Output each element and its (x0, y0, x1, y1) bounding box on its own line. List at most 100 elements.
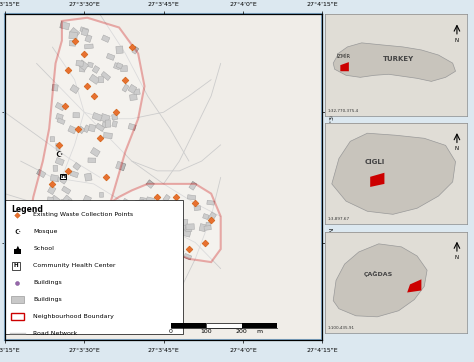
Bar (85, 35, 92, 42)
Bar (61, 198, 70, 206)
Bar (84, 173, 92, 181)
Bar (116, 63, 123, 69)
Bar (189, 181, 197, 190)
Bar (11, 313, 24, 320)
Point (80, 279, 88, 285)
Text: CIGLI: CIGLI (365, 159, 384, 165)
Text: 1:32,770,375.4: 1:32,770,375.4 (328, 109, 359, 113)
Bar (76, 60, 83, 67)
Bar (206, 222, 211, 227)
Bar (12, 262, 19, 270)
Bar (73, 113, 80, 118)
Bar (182, 230, 191, 237)
Bar (135, 199, 145, 207)
Point (154, 194, 161, 200)
Bar (11, 296, 24, 303)
Point (96, 135, 104, 141)
Text: İZMİR: İZMİR (336, 54, 350, 59)
Text: School: School (33, 246, 54, 251)
Text: 100: 100 (201, 329, 212, 334)
Point (74, 126, 82, 131)
Point (42, 223, 50, 229)
Bar (53, 165, 58, 171)
Text: Buildings: Buildings (33, 297, 62, 302)
Bar (137, 216, 147, 226)
Point (64, 168, 72, 174)
Point (112, 109, 119, 115)
Text: 1:3,897.67: 1:3,897.67 (328, 218, 350, 222)
Bar (60, 21, 70, 30)
Bar (87, 211, 95, 216)
Bar (128, 123, 136, 130)
Bar (84, 44, 93, 49)
Bar (146, 197, 155, 205)
Bar (78, 126, 85, 134)
Polygon shape (333, 244, 427, 317)
Point (96, 249, 104, 255)
Text: TURKEY: TURKEY (383, 56, 414, 62)
Point (185, 246, 193, 252)
Bar (52, 176, 60, 182)
Bar (129, 94, 137, 101)
Bar (59, 230, 65, 237)
Text: Legend: Legend (11, 205, 43, 214)
Point (80, 51, 88, 56)
Bar (34, 283, 43, 291)
Point (112, 207, 119, 213)
Text: Existing Waste Collection Points: Existing Waste Collection Points (33, 212, 134, 217)
Bar (73, 163, 81, 171)
Bar (69, 41, 76, 46)
Point (55, 142, 63, 148)
Bar (180, 219, 188, 226)
Text: ▲: ▲ (16, 245, 19, 250)
Bar (116, 205, 124, 212)
Bar (113, 63, 121, 70)
Point (166, 240, 173, 245)
Text: ☪: ☪ (14, 229, 20, 235)
Bar (131, 210, 138, 216)
Point (191, 201, 199, 206)
Bar (64, 243, 69, 248)
Point (71, 38, 78, 43)
Point (208, 217, 215, 223)
Bar (122, 84, 129, 92)
Text: N: N (455, 147, 459, 151)
Bar (47, 186, 56, 195)
Text: 0: 0 (169, 329, 173, 334)
Bar (116, 214, 123, 222)
Bar (57, 118, 65, 125)
Bar (92, 66, 100, 73)
Bar (111, 222, 120, 229)
Point (14, 280, 21, 286)
Bar (184, 253, 191, 260)
Text: 200: 200 (236, 329, 247, 334)
Text: 1:100,435.91: 1:100,435.91 (328, 326, 355, 330)
Bar (50, 195, 60, 205)
Bar (199, 224, 206, 232)
Text: Community Health Center: Community Health Center (33, 263, 116, 268)
Bar (70, 28, 80, 38)
Bar (71, 266, 80, 273)
Bar (36, 169, 46, 178)
Bar (80, 27, 88, 33)
Bar (44, 204, 50, 210)
Text: Neighbourhood Boundary: Neighbourhood Boundary (33, 314, 114, 319)
Bar (154, 213, 161, 220)
Bar (62, 186, 71, 194)
Bar (57, 222, 64, 230)
Bar (163, 194, 170, 202)
Bar (39, 212, 47, 220)
Point (128, 44, 136, 50)
Bar (129, 229, 135, 235)
Bar (207, 200, 214, 205)
Bar (128, 212, 132, 219)
Bar (27, 254, 32, 260)
Polygon shape (332, 133, 456, 214)
Bar (78, 60, 89, 71)
Bar (64, 256, 70, 260)
Bar (242, 323, 277, 328)
Bar (101, 35, 110, 42)
Bar (50, 174, 58, 182)
Bar (180, 223, 186, 230)
Bar (100, 114, 110, 123)
